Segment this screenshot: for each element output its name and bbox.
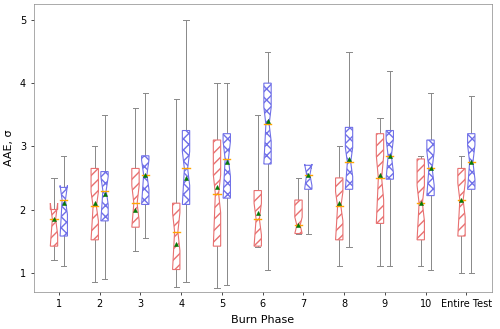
Polygon shape xyxy=(386,131,394,179)
Y-axis label: AAE, σ: AAE, σ xyxy=(4,130,14,166)
Polygon shape xyxy=(336,178,343,240)
Polygon shape xyxy=(254,190,262,246)
Polygon shape xyxy=(376,134,384,223)
Polygon shape xyxy=(50,203,58,246)
Polygon shape xyxy=(214,140,220,246)
Polygon shape xyxy=(142,156,149,204)
Polygon shape xyxy=(101,172,108,221)
Polygon shape xyxy=(172,203,180,269)
Polygon shape xyxy=(91,168,98,240)
Polygon shape xyxy=(304,164,312,189)
Polygon shape xyxy=(417,159,424,240)
Polygon shape xyxy=(182,131,190,204)
Polygon shape xyxy=(295,200,302,234)
Polygon shape xyxy=(427,140,434,196)
Polygon shape xyxy=(458,168,465,236)
Polygon shape xyxy=(132,168,139,227)
X-axis label: Burn Phase: Burn Phase xyxy=(231,315,294,325)
Polygon shape xyxy=(264,83,271,164)
Polygon shape xyxy=(60,186,68,236)
Polygon shape xyxy=(346,127,352,189)
Polygon shape xyxy=(223,134,230,198)
Polygon shape xyxy=(468,134,475,189)
